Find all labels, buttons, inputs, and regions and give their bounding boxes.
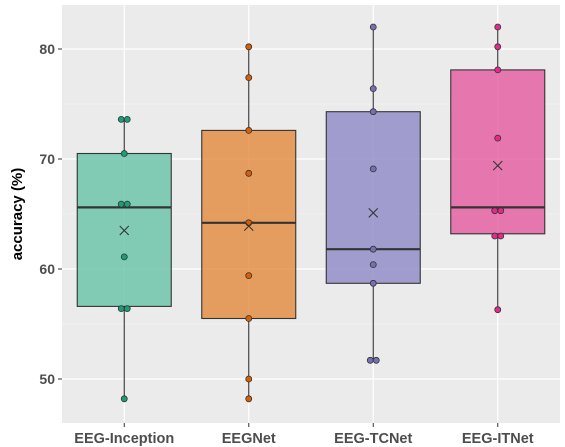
box	[325, 111, 421, 284]
mean-marker	[243, 221, 254, 231]
box-group-eegnet	[201, 43, 297, 403]
data-point	[245, 126, 253, 134]
data-point	[494, 43, 502, 51]
data-point	[117, 116, 125, 123]
x-tick-label: EEGNet	[222, 431, 276, 447]
x-tick-label: EEG-TCNet	[334, 431, 412, 447]
data-point	[123, 305, 131, 313]
data-point	[366, 356, 374, 364]
data-point	[369, 261, 377, 269]
data-point	[245, 272, 253, 280]
data-point	[369, 245, 377, 253]
x-axis: EEG-Inception EEGNet EEG-TCNet EEG-ITNet	[74, 423, 534, 447]
y-tick-label: 60	[39, 261, 55, 277]
data-point	[369, 23, 377, 31]
y-axis: 50 60 70 80	[39, 41, 62, 387]
data-point	[491, 207, 499, 215]
data-point	[245, 315, 253, 322]
data-point	[245, 169, 253, 177]
data-point	[117, 305, 125, 313]
y-axis-title: accuracy (%)	[9, 168, 26, 261]
data-point	[369, 165, 377, 173]
data-point	[245, 375, 253, 383]
mean-marker	[119, 225, 130, 236]
data-point	[245, 395, 253, 403]
data-point	[494, 66, 502, 74]
data-point	[245, 74, 253, 81]
data-point	[123, 116, 131, 123]
data-point	[120, 253, 128, 261]
box-group-eeg-itnet	[450, 23, 546, 314]
x-tick-label: EEG-ITNet	[462, 431, 534, 447]
box-group-eeg-inception	[76, 116, 172, 403]
data-point	[497, 207, 505, 215]
data-point	[494, 306, 502, 314]
mean-marker	[492, 160, 503, 171]
boxes	[76, 23, 546, 403]
data-point	[123, 200, 131, 208]
data-point	[117, 200, 125, 208]
data-point	[494, 23, 502, 31]
y-tick-label: 50	[39, 371, 55, 387]
data-point	[372, 356, 380, 364]
y-tick-label: 80	[39, 41, 55, 57]
data-point	[120, 395, 128, 403]
data-point	[491, 232, 499, 240]
x-tick-label: EEG-Inception	[74, 431, 174, 447]
data-point	[120, 150, 128, 157]
data-point	[494, 134, 502, 142]
data-point	[245, 219, 253, 227]
data-point	[369, 85, 377, 92]
data-point	[245, 43, 253, 51]
y-tick-label: 70	[39, 151, 55, 167]
mean-marker	[368, 208, 379, 218]
data-point	[369, 279, 377, 287]
box-group-eeg-tcnet	[325, 23, 421, 364]
data-point	[369, 108, 377, 116]
data-point	[497, 232, 505, 240]
